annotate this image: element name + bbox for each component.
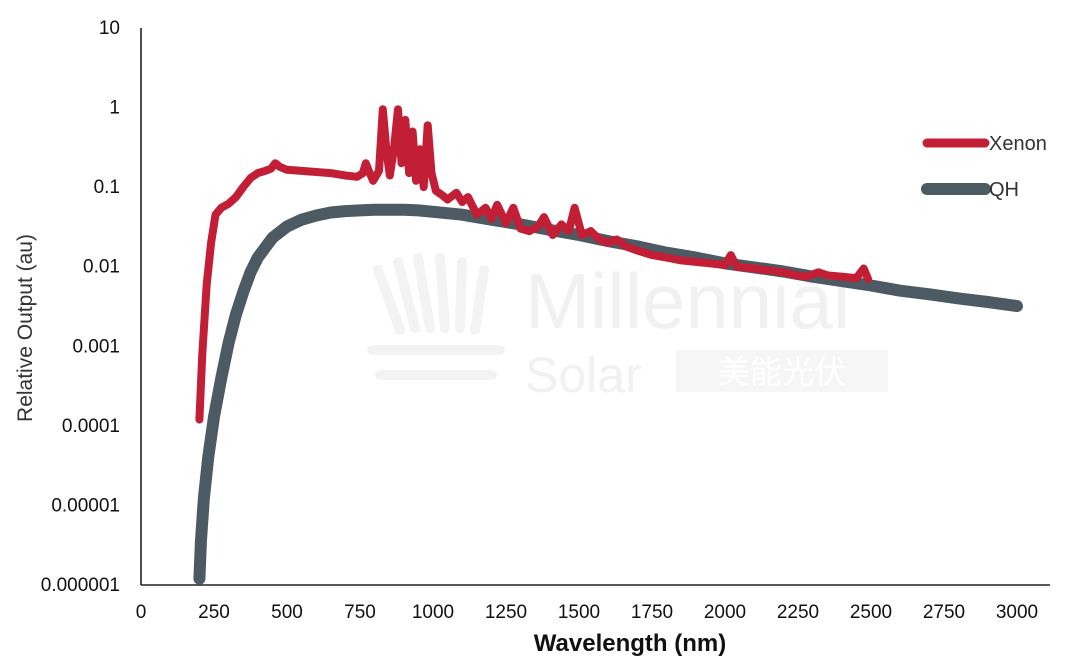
x-tick-label: 2750: [923, 602, 965, 623]
x-tick-label: 3000: [996, 602, 1038, 623]
y-tick-label: 0.1: [94, 177, 120, 198]
watermark-cn-box: [676, 350, 888, 392]
x-tick-label: 2000: [704, 602, 746, 623]
x-tick-label: 2500: [850, 602, 892, 623]
x-tick-label: 1500: [558, 602, 600, 623]
series-line-xenon: [195, 105, 873, 424]
x-tick-label: 1000: [412, 602, 454, 623]
y-axis-title: Relative Output (au): [14, 234, 37, 422]
x-tick-label: 500: [271, 602, 303, 623]
watermark-logo-icon: [367, 253, 505, 380]
legend-label-xenon: Xenon: [989, 133, 1047, 155]
y-tick-label: 0.00001: [51, 495, 120, 516]
y-tick-label: 10: [99, 18, 120, 39]
x-tick-label: 1750: [631, 602, 673, 623]
x-tick-label: 0: [136, 602, 147, 623]
series-lines: [193, 105, 1023, 585]
y-tick-labels: 10 1 0.1 0.01 0.001 0.0001 0.00001 0.000001: [41, 18, 120, 596]
y-tick-label: 0.01: [83, 257, 120, 278]
x-tick-label: 250: [198, 602, 230, 623]
axes: [140, 28, 1050, 586]
x-tick-labels: 0 250 500 750 1000 1250 1500 1750 2000 2250 2500 27…: [136, 602, 1038, 623]
legend-label-qh: QH: [989, 179, 1019, 201]
x-tick-label: 1250: [485, 602, 527, 623]
watermark-sub: Solar: [525, 347, 642, 403]
x-tick-label: 750: [344, 602, 376, 623]
watermark-cn: 美能光伏: [718, 353, 846, 391]
y-tick-label: 0.000001: [41, 575, 120, 596]
y-tick-label: 0.001: [72, 336, 120, 357]
legend: Xenon QH: [921, 133, 1047, 201]
y-tick-label: 1: [109, 98, 120, 119]
x-axis-title: Wavelength (nm): [534, 630, 726, 657]
y-tick-label: 0.0001: [62, 416, 120, 437]
x-tick-label: 2250: [777, 602, 819, 623]
